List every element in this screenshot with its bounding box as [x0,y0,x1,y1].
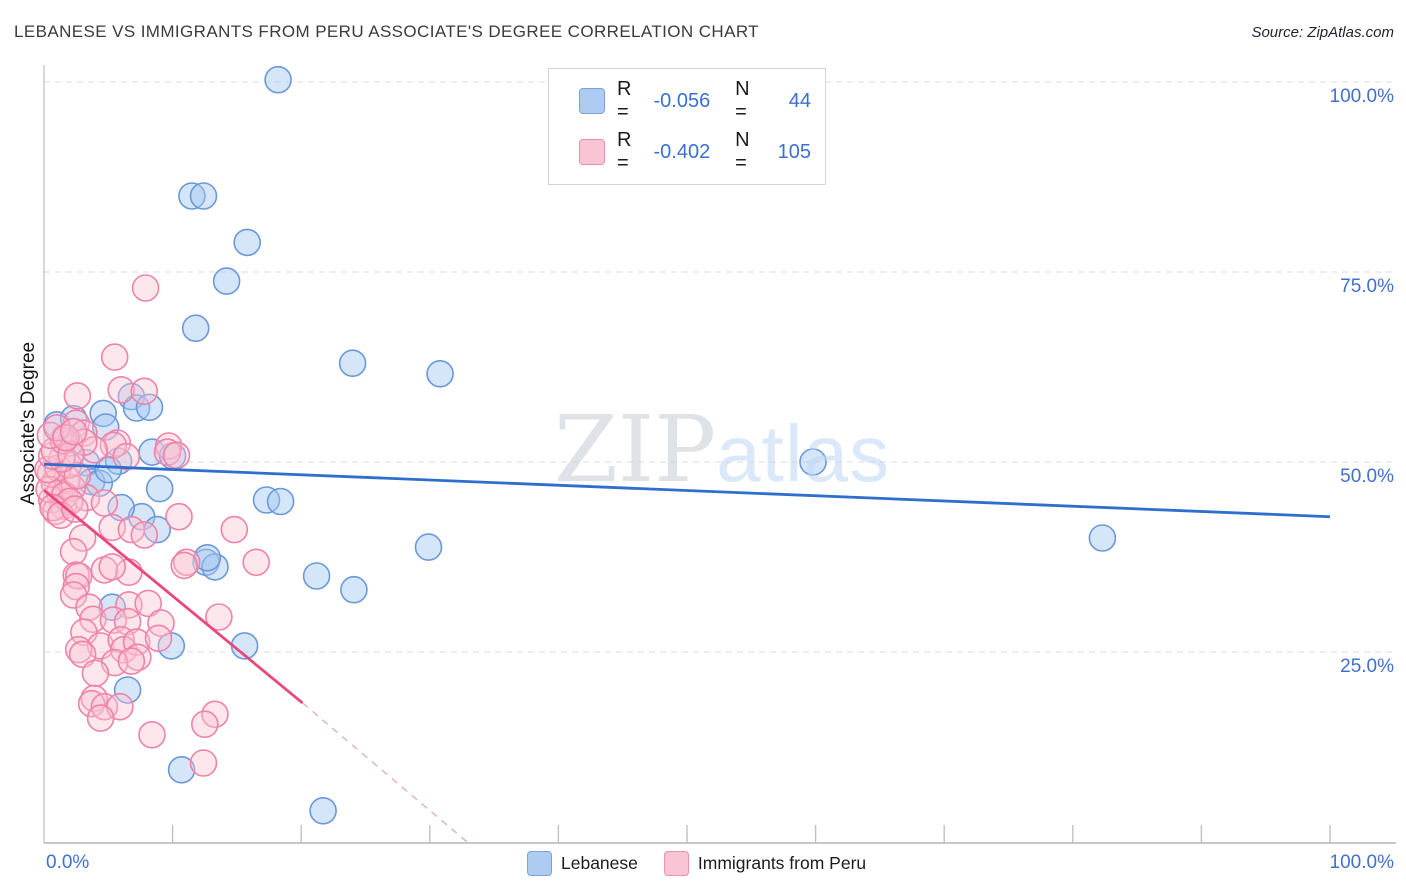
data-point-peru [220,515,249,544]
data-point-peru [189,749,218,777]
data-point-peru [144,624,173,653]
peru-trend-line-extension [302,702,468,843]
data-point-lebanese [426,359,454,388]
data-point-lebanese [91,413,120,441]
data-point-lebanese [252,486,281,514]
data-point-lebanese [302,562,331,590]
data-point-peru [165,502,193,531]
data-point-lebanese [89,399,117,428]
ytick-50: 50.0% [1340,466,1394,487]
data-point-peru [61,495,89,523]
data-point-lebanese [266,487,295,516]
n-value-peru: 105 [777,140,811,163]
data-point-lebanese [178,182,206,210]
data-point-lebanese [201,553,229,581]
data-point-lebanese [309,796,337,825]
data-point-peru [130,521,159,549]
data-point-lebanese [233,228,261,257]
data-point-lebanese [181,314,210,343]
data-point-peru [191,710,219,739]
data-point-peru [68,524,97,552]
data-point-lebanese [338,349,367,378]
data-point-peru [81,659,110,688]
data-point-lebanese [157,632,186,660]
peru-swatch [663,851,689,876]
data-point-peru [64,635,93,664]
data-point-peru [107,375,135,404]
data-point-peru [131,274,160,302]
data-point-lebanese [167,755,196,784]
data-point-peru [113,607,142,636]
peru-trend-line [43,489,304,705]
data-point-peru [100,343,129,371]
data-point-lebanese [414,533,443,561]
r-label: R = [617,129,632,174]
chart-title: LEBANESE VS IMMIGRANTS FROM PERU ASSOCIA… [14,22,759,41]
source-label: Source: ZipAtlas.com [1251,24,1394,41]
legend-row-lebanese: R = -0.056 N = 44 [579,78,811,124]
data-point-peru [112,442,141,471]
r-value-peru: -0.402 [653,140,711,163]
n-label: N = [735,129,750,174]
data-point-peru [170,551,198,580]
watermark-atlas-text: atlas [716,409,891,498]
data-point-lebanese [1088,524,1117,552]
series-legend-item-lebanese: Lebanese [527,851,638,876]
data-point-peru [134,589,162,618]
data-point-lebanese [135,393,164,422]
data-point-lebanese [340,575,368,604]
r-value-lebanese: -0.056 [653,89,711,112]
series-legend-label: Immigrants from Peru [697,853,867,873]
data-point-peru [98,553,126,581]
data-point-lebanese [212,267,241,295]
r-label: R = [617,78,632,123]
data-point-peru [90,489,119,517]
data-point-peru [90,692,119,721]
data-point-peru [117,647,146,675]
data-point-lebanese [145,474,174,503]
data-point-peru [59,417,88,446]
lebanese-swatch [527,851,552,876]
legend-row-peru: R = -0.402 N = 105 [579,129,811,175]
zipatlas-watermark: ZIP atlas [554,404,890,496]
data-point-lebanese [189,182,218,210]
data-point-peru [57,440,85,469]
data-point-peru [86,704,115,732]
data-point-peru [68,640,97,669]
series-legend-label: Lebanese [561,853,638,873]
data-point-peru [138,720,166,749]
data-point-lebanese [264,65,292,94]
data-point-lebanese [799,448,827,476]
data-point-peru [59,537,88,566]
data-point-peru [35,475,63,504]
series-legend: Lebanese Immigrants from Peru [527,851,866,876]
peru-swatch [579,139,605,165]
data-point-peru [63,382,92,410]
data-point-peru [201,700,229,729]
ytick-75: 75.0% [1340,276,1394,297]
xtick-0: 0.0% [46,852,90,873]
data-point-lebanese [113,676,142,704]
data-point-peru [242,548,271,577]
data-point-peru [205,603,233,631]
series-legend-item-peru: Immigrants from Peru [663,851,867,876]
ytick-25: 25.0% [1340,656,1394,677]
ytick-100: 100.0% [1329,86,1394,107]
data-point-peru [70,419,98,447]
n-value-lebanese: 44 [788,89,811,112]
data-point-peru [162,441,191,470]
correlation-legend-box: R = -0.056 N = 44 R = -0.402 N = 105 [548,68,826,185]
watermark-zip-text: ZIP [554,396,717,503]
lebanese-swatch [579,88,605,114]
data-point-peru [130,377,159,406]
n-label: N = [735,78,750,123]
lebanese-trend-line [43,462,1331,519]
xtick-100: 100.0% [1329,852,1394,873]
